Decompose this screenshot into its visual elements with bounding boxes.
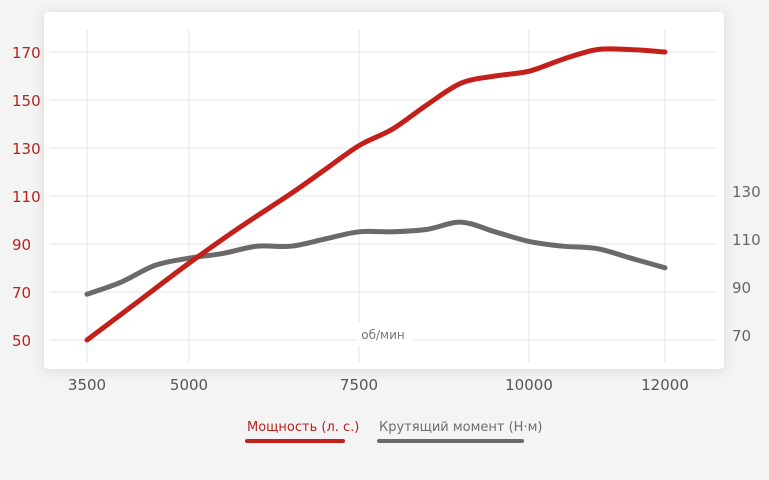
- legend-item-power[interactable]: Мощность (л. с.): [245, 420, 361, 443]
- legend-swatch-power: [245, 439, 345, 443]
- legend: Мощность (л. с.) Крутящий момент (Н·м): [0, 420, 769, 450]
- legend-label-power: Мощность (л. с.): [247, 420, 360, 435]
- x-tick-label: 5000: [170, 376, 208, 394]
- legend-item-torque[interactable]: Крутящий момент (Н·м): [377, 420, 544, 443]
- ticks-layer: 170 150 130 110 90 70 50 130 110 90 70 3500 5000 7500…: [12, 44, 761, 394]
- x-tick-label: 12000: [641, 376, 689, 394]
- y-right-tick-label: 110: [732, 231, 761, 249]
- y-right-tick-label: 130: [732, 183, 761, 201]
- legend-label-torque: Крутящий момент (Н·м): [379, 420, 543, 435]
- y-left-tick-label: 150: [12, 92, 41, 110]
- y-right-tick-label: 70: [732, 327, 751, 345]
- series-line-power: [84, 46, 668, 343]
- x-tick-label: 10000: [505, 376, 553, 394]
- y-left-tick-label: 110: [12, 188, 41, 206]
- y-left-tick-label: 50: [12, 332, 31, 350]
- x-unit-label-group: об/мин: [357, 322, 413, 346]
- series-line-torque: [84, 219, 668, 297]
- legend-swatch-torque: [377, 439, 524, 443]
- y-right-tick-label: 90: [732, 279, 751, 297]
- series-layer: [84, 46, 668, 343]
- y-left-tick-label: 90: [12, 236, 31, 254]
- plot-card: [44, 12, 724, 369]
- x-tick-label: 7500: [340, 376, 378, 394]
- grid: [50, 30, 716, 362]
- y-left-tick-label: 170: [12, 44, 41, 62]
- x-unit-label: об/мин: [361, 328, 404, 342]
- y-left-tick-label: 130: [12, 140, 41, 158]
- x-tick-label: 3500: [68, 376, 106, 394]
- y-left-tick-label: 70: [12, 284, 31, 302]
